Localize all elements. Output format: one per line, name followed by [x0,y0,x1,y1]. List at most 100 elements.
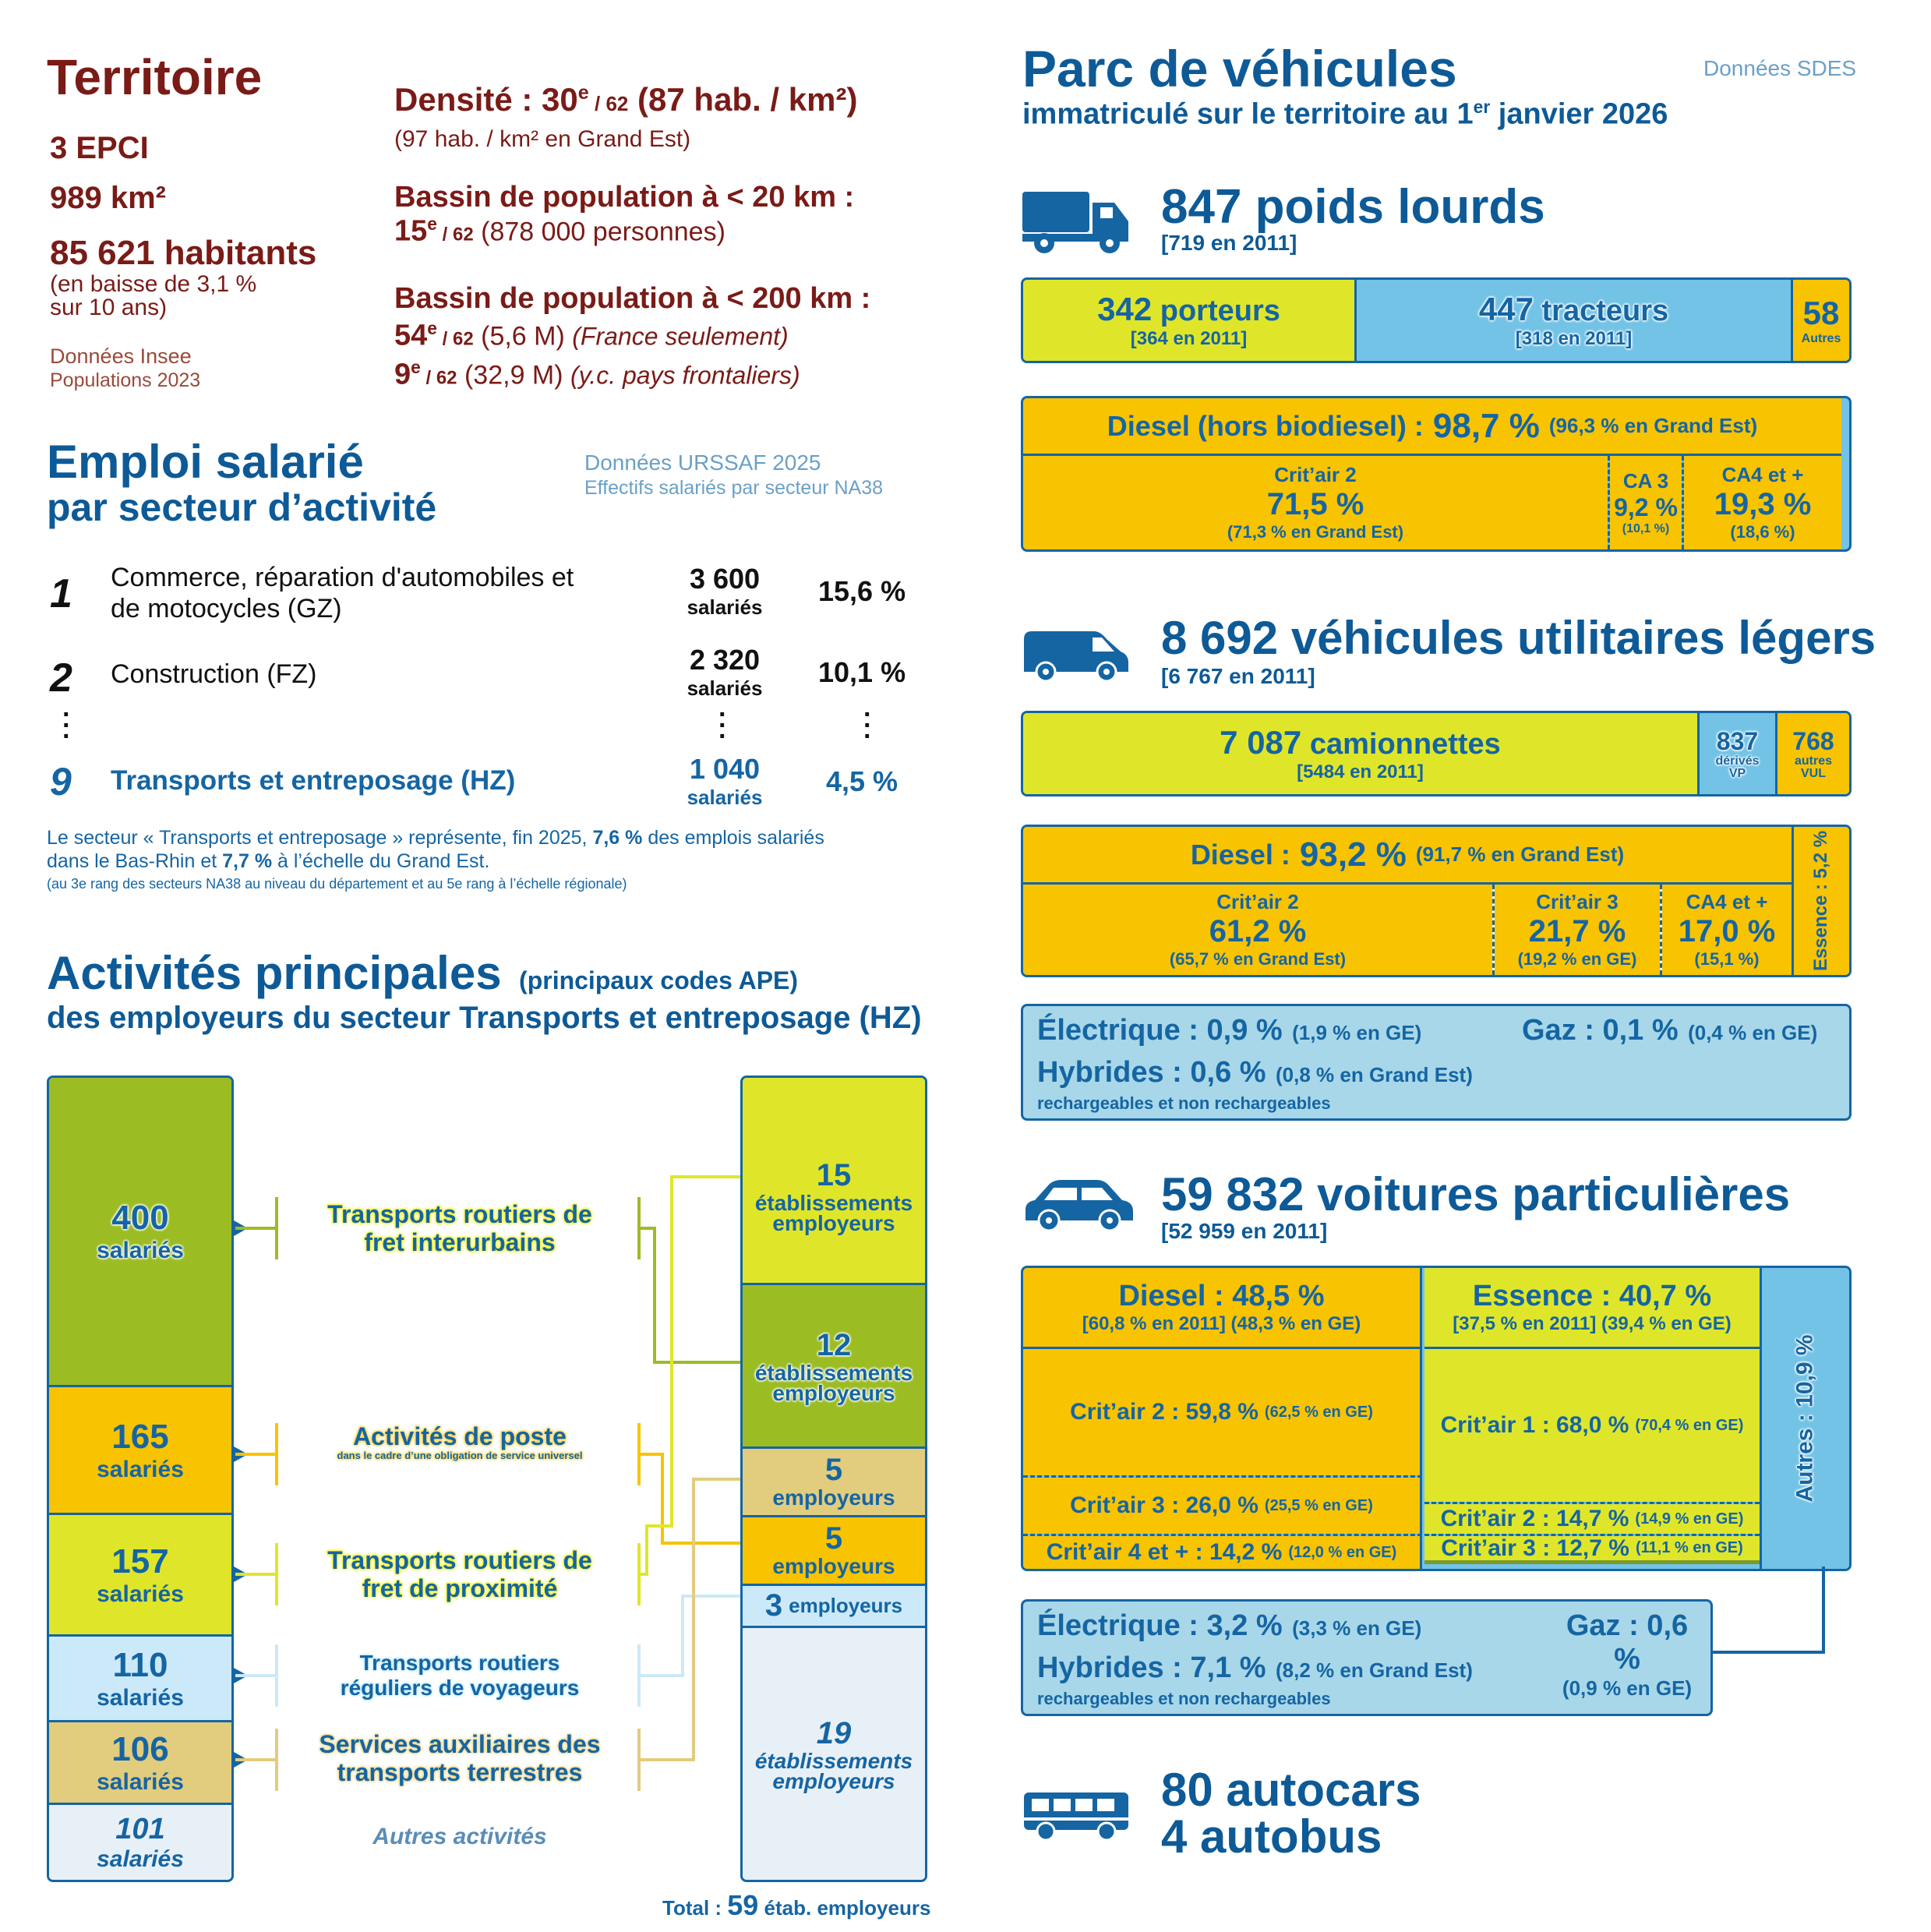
salaries-block-auxiliaires: 106 salariés [49,1722,231,1805]
epci-count: 3 EPCI [50,131,149,165]
bassin200-b: 9e / 62 (32,9 M) (y.c. pays frontaliers) [394,357,800,392]
vul-essence: Essence : 5,2 % [1792,827,1849,975]
vul-hyb-note: rechargeables et non rechargeables [1037,1093,1331,1113]
pl-tracteurs-n: 447 [1478,291,1534,327]
vul-vp-n: 837 [1716,727,1759,755]
area: 989 km² [50,181,166,215]
activity-label-auxiliaires: Services auxiliaires des transports terr… [296,1730,623,1786]
bassin20-label: Bassin de population à < 20 km : [394,181,855,214]
vul-essence-l: Essence : 5,2 % [1810,830,1832,972]
vul-divider-2 [1660,885,1662,975]
vp-d-c3-s: (25,5 % en GE) [1264,1496,1373,1514]
etab-u2-2: employeurs [772,1381,895,1405]
salaries-column: 400 salariés 165 salariés 157 salariés 1… [47,1075,234,1882]
vp-e-c2: Crit’air 2 : 14,7 % [1440,1506,1629,1531]
activity-3-l2: fret de proximité [362,1574,558,1602]
etab-u1-6: établissements [754,1749,913,1773]
activity-2-l2: dans le cadre d’une obligation de servic… [337,1450,583,1461]
vp-diesel-c4: Crit’air 4 et + : 14,2 % (12,0 % en GE) [1023,1536,1422,1569]
total-etab: Total : 59 étab. employeurs [662,1889,930,1922]
vp-gaz-s: (0,9 % en GE) [1562,1676,1693,1700]
total-b: étab. employeurs [758,1896,931,1920]
insee-source: Données Insee [50,344,192,368]
pl-autres: 58 Autres [1793,280,1849,361]
sector-2-unit: salariés [687,676,763,700]
total-n: 59 [727,1889,759,1921]
vul-vp-l1: dérivés [1715,754,1760,768]
salaries-n-3: 157 [111,1542,169,1581]
van-icon [1024,631,1128,683]
bus-autobus: 4 autobus [1161,1810,1382,1863]
pl-c2-s: (71,3 % en Grand Est) [1227,522,1404,542]
baisse-line1: (en baisse de 3,1 % [50,271,257,297]
salaries-u-6: salariés [97,1845,184,1872]
vp-d-c2-s: (62,5 % en GE) [1264,1403,1373,1421]
emploi-subtitle: par secteur d’activité [47,486,437,529]
sector-2-label: Construction (FZ) [111,659,317,689]
vp-hyb: Hybrides : 7,1 % (8,2 % en Grand Est) [1037,1651,1473,1685]
b200a-value: (5,6 M) [473,321,573,351]
vul-c2-v: 61,2 % [1209,914,1307,948]
vul-critair2: Crit’air 2 61,2 % (65,7 % en Grand Est) [1023,885,1492,975]
emploi-title: Emploi salarié [47,436,364,488]
salaries-u-3: salariés [97,1581,184,1607]
pl-c3-s: (10,1 %) [1622,522,1670,535]
etab-u2-1: employeurs [772,1211,895,1235]
habitants: 85 621 habitants [50,234,317,272]
vp-autres-l: Autres : 10,9 % [1792,1334,1818,1503]
vp-e-c3-s: (11,1 % en GE) [1635,1539,1743,1556]
vul-elec: Électrique : 0,9 % (1,9 % en GE) [1037,1014,1421,1047]
vp-gaz-l: Gaz : 0,6 % [1566,1609,1689,1676]
urssaf-note: Effectifs salariés par secteur NA38 [584,477,884,499]
sector-1-pct: 15,6 % [818,575,906,607]
pl-c3-l: CA 3 [1622,469,1669,493]
vul-gaz: Gaz : 0,1 % (0,4 % en GE) [1522,1014,1817,1047]
vp-elec-s: (3,3 % en GE) [1292,1616,1422,1640]
pl-diesel-a: Diesel (hors biodiesel) : [1107,409,1424,442]
etablissements-column: 15 établissements employeurs 12 établiss… [740,1075,927,1882]
note-a: Le secteur « Transports et entreposage »… [47,827,593,849]
salaries-n-5: 106 [111,1729,169,1768]
parc-sub-a: immatriculé sur le territoire au 1 [1022,97,1474,131]
vul-camionnettes: 7 087 camionnettes [5484 en 2011] [1023,713,1700,794]
vp-diesel-c3: Crit’air 3 : 26,0 % (25,5 % en GE) [1023,1478,1422,1534]
salaries-n-4: 110 [112,1645,168,1684]
bassin20-sup: e [427,214,437,234]
vul-gaz-s: (0,4 % en GE) [1688,1021,1818,1044]
car-icon [1026,1180,1133,1232]
vp-hyb-l: Hybrides : 7,1 % [1037,1651,1266,1684]
parc-sub-b: janvier 2026 [1490,97,1668,131]
etab-n-5: 3 [764,1588,783,1623]
vul-derives-vp: 837 dérivés VP [1700,713,1777,794]
etab-n-4: 5 [824,1521,843,1556]
b200a-of: / 62 [436,328,474,350]
vp-alt-box: Électrique : 3,2 % (3,3 % en GE) Gaz : 0… [1021,1599,1713,1716]
sector-2-count: 2 320 [689,644,761,676]
activity-4-l2: réguliers de voyageurs [340,1676,580,1700]
salaries-n-6: 101 [115,1812,165,1845]
vul-divider-1 [1492,885,1495,975]
vp-d-c2: Crit’air 2 : 59,8 % [1070,1399,1259,1425]
bus-autocars: 80 autocars [1161,1764,1421,1816]
b200b-note: (y.c. pays frontaliers) [570,361,800,390]
activity-5-l1: Services auxiliaires des [319,1730,601,1758]
activity-4-l1: Transports routiers [359,1651,560,1675]
vp-e-c3: Crit’air 3 : 12,7 % [1441,1535,1629,1561]
vp-prev: [52 959 en 2011] [1161,1219,1328,1243]
vp-diesel-head: Diesel : 48,5 % [60,8 % en 2011] (48,3 %… [1023,1268,1422,1349]
vp-hyb-s: (8,2 % en Grand Est) [1276,1658,1473,1682]
vul-hyb-s: (0,8 % en Grand Est) [1276,1063,1473,1086]
salaries-block-autres: 101 salariés [49,1805,231,1880]
salaries-n-1: 400 [111,1199,169,1237]
rank-2-badge: 2 [50,655,72,701]
sector-1-count: 3 600 [689,563,761,595]
b200b-sup: e [411,357,421,377]
vul-prev: [6 767 en 2011] [1161,664,1315,688]
pl-divider-2 [1682,456,1684,549]
pl-critair4: CA4 et + 19,3 % (18,6 %) [1684,456,1841,549]
salaries-u-2: salariés [97,1456,184,1482]
vul-c4-l: CA4 et + [1686,890,1768,913]
vul-vp-l2: VP [1728,767,1746,780]
pl-title: 847 poids lourds [1161,180,1545,234]
pl-porteurs-n: 342 [1097,291,1153,327]
